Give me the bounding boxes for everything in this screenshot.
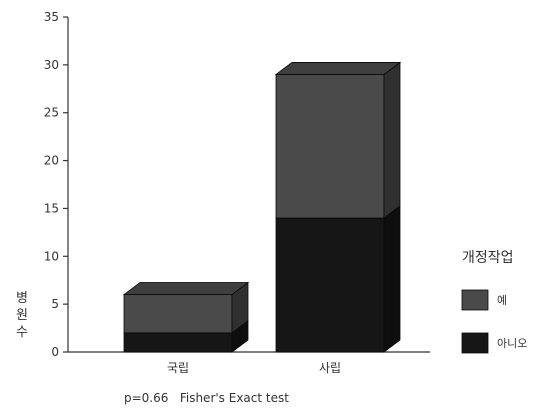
x-tick-label: 사립 [319,361,341,375]
y-tick-label: 20 [44,154,59,168]
legend-title: 개정작업 [462,250,514,266]
stat-annotation: p=0.66 Fisher's Exact test [124,391,289,405]
y-tick-label: 15 [44,201,59,215]
y-tick-label: 10 [44,249,59,263]
bar-group-1 [122,281,250,353]
y-tick-label: 5 [51,297,59,311]
y-tick-label: 35 [44,10,59,24]
x-tick-label: 국립 [167,361,189,375]
legend-label: 예 [497,294,507,307]
bar-front-사립-예 [275,74,385,219]
bar-side-사립-예 [383,61,401,219]
bar-front-사립-아니오 [275,217,385,353]
legend-swatch [461,289,489,311]
y-tick-label: 25 [44,106,59,120]
bar-top-국립-예 [122,282,250,295]
bar-top-사립-예 [274,62,402,75]
y-tick-label: 30 [44,58,59,72]
bar-side-사립-아니오 [383,205,401,353]
y-ticks: 0 5 10 15 20 25 30 35 [44,10,68,359]
bar-front-국립-예 [123,294,233,334]
bar-front-국립-아니오 [123,332,233,353]
bars [122,61,402,353]
y-tick-label: 0 [51,345,59,359]
x-tick-labels: 국립 사립 [167,361,341,375]
legend-label: 아니오 [497,337,527,350]
legend-swatch [461,332,489,354]
bar-group-2 [274,61,402,353]
